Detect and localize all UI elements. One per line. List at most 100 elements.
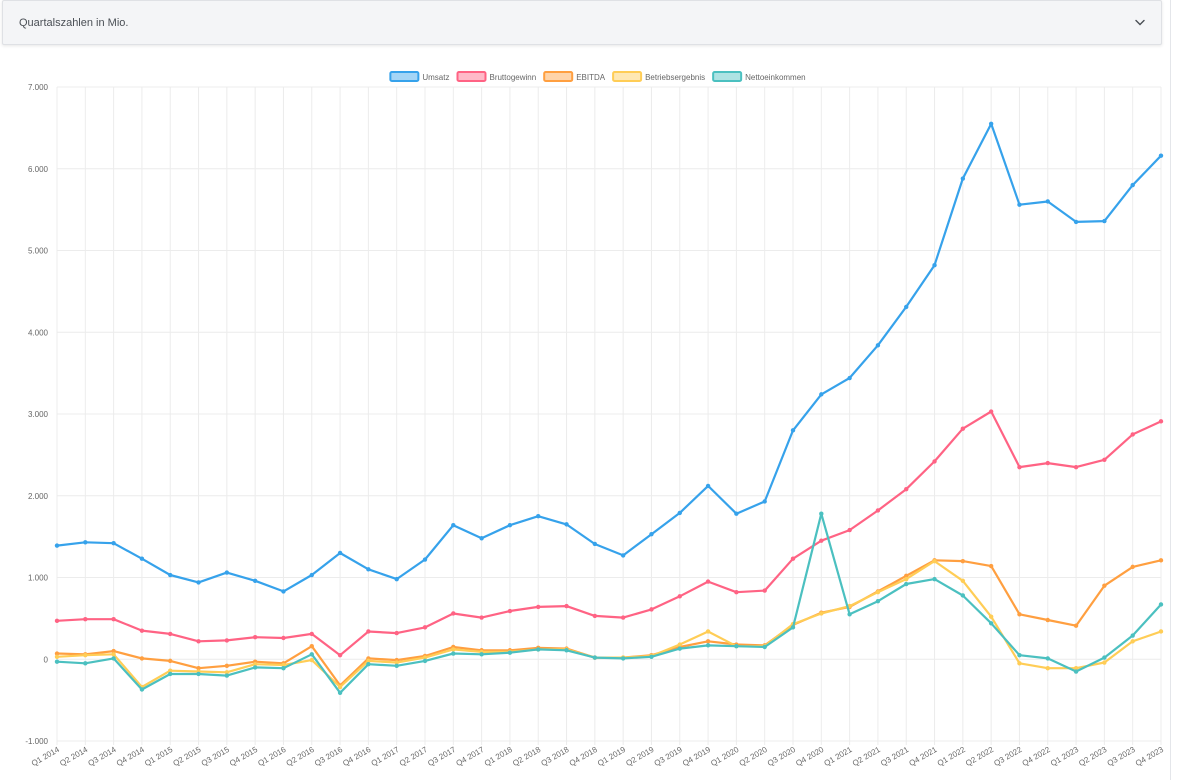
data-point[interactable] [1102, 660, 1107, 665]
data-point[interactable] [366, 661, 371, 667]
data-point[interactable] [1158, 419, 1164, 424]
data-point[interactable] [507, 608, 513, 614]
chevron-down-icon[interactable] [1133, 16, 1147, 30]
data-point[interactable] [960, 578, 966, 583]
data-point[interactable] [1158, 558, 1164, 563]
data-point[interactable] [111, 616, 116, 622]
data-point[interactable] [790, 556, 796, 561]
data-point[interactable] [734, 511, 739, 516]
legend-item-bruttogewinn[interactable]: Bruttogewinn [456, 71, 536, 82]
data-point[interactable] [1073, 623, 1079, 628]
data-point[interactable] [196, 639, 201, 644]
data-point[interactable] [507, 522, 513, 528]
data-point[interactable] [83, 616, 88, 622]
data-point[interactable] [847, 527, 852, 533]
data-point[interactable] [1045, 460, 1050, 466]
data-point[interactable] [1045, 617, 1050, 623]
data-point[interactable] [988, 121, 994, 126]
data-point[interactable] [1017, 464, 1022, 470]
data-point[interactable] [677, 594, 682, 599]
data-point[interactable] [1158, 602, 1164, 607]
data-point[interactable] [1073, 219, 1079, 225]
data-point[interactable] [337, 550, 343, 556]
data-point[interactable] [394, 663, 399, 668]
data-point[interactable] [620, 615, 626, 620]
data-point[interactable] [790, 428, 796, 433]
data-point[interactable] [54, 618, 60, 624]
data-point[interactable] [281, 666, 286, 671]
data-point[interactable] [1045, 656, 1050, 661]
data-point[interactable] [224, 670, 230, 675]
data-point[interactable] [451, 647, 456, 652]
data-point[interactable] [649, 607, 654, 612]
data-point[interactable] [904, 487, 909, 492]
data-point[interactable] [904, 304, 909, 310]
legend-item-betriebsergebnis[interactable]: Betriebsergebnis [612, 71, 705, 82]
data-point[interactable] [904, 576, 909, 582]
legend-item-nettoeinkommen[interactable]: Nettoeinkommen [712, 71, 806, 82]
data-point[interactable] [252, 665, 258, 670]
data-point[interactable] [252, 634, 258, 640]
data-point[interactable] [536, 513, 541, 519]
data-point[interactable] [54, 543, 60, 548]
data-point[interactable] [875, 343, 881, 348]
data-point[interactable] [422, 658, 428, 664]
data-point[interactable] [366, 658, 371, 664]
data-point[interactable] [875, 599, 881, 604]
data-point[interactable] [168, 658, 173, 664]
data-point[interactable] [111, 652, 116, 657]
data-point[interactable] [111, 656, 116, 661]
data-point[interactable] [734, 643, 739, 649]
data-point[interactable] [847, 612, 852, 617]
data-point[interactable] [309, 652, 314, 657]
data-point[interactable] [819, 611, 824, 616]
data-point[interactable] [819, 392, 824, 397]
data-point[interactable] [988, 614, 994, 619]
data-point[interactable] [1102, 655, 1107, 660]
data-point[interactable] [564, 603, 569, 609]
data-point[interactable] [649, 654, 654, 659]
data-point[interactable] [1130, 432, 1135, 437]
data-point[interactable] [168, 572, 173, 578]
data-point[interactable] [1017, 661, 1022, 666]
data-point[interactable] [1102, 457, 1107, 462]
data-point[interactable] [337, 690, 343, 695]
data-point[interactable] [1102, 218, 1107, 224]
data-point[interactable] [1158, 629, 1164, 634]
data-point[interactable] [139, 556, 145, 561]
data-point[interactable] [309, 643, 314, 649]
data-point[interactable] [252, 578, 258, 583]
data-point[interactable] [1130, 182, 1135, 188]
data-point[interactable] [620, 656, 626, 661]
data-point[interactable] [168, 671, 173, 677]
data-point[interactable] [649, 531, 654, 537]
data-point[interactable] [309, 631, 314, 637]
data-point[interactable] [366, 629, 371, 634]
data-point[interactable] [309, 657, 314, 663]
data-point[interactable] [677, 642, 682, 647]
data-point[interactable] [819, 511, 824, 516]
data-point[interactable] [932, 576, 937, 582]
data-point[interactable] [83, 661, 88, 666]
data-point[interactable] [960, 558, 966, 564]
data-point[interactable] [422, 655, 428, 660]
data-point[interactable] [988, 409, 994, 414]
scrollbar-track[interactable] [1170, 0, 1171, 780]
data-point[interactable] [536, 647, 541, 652]
data-point[interactable] [281, 662, 286, 668]
data-point[interactable] [366, 567, 371, 572]
data-point[interactable] [1130, 564, 1135, 570]
data-point[interactable] [1130, 639, 1135, 644]
data-point[interactable] [422, 557, 428, 562]
data-point[interactable] [762, 588, 767, 593]
data-point[interactable] [139, 628, 145, 633]
data-point[interactable] [196, 666, 201, 671]
data-point[interactable] [139, 687, 145, 692]
data-point[interactable] [168, 668, 173, 673]
data-point[interactable] [932, 558, 937, 564]
data-point[interactable] [1045, 199, 1050, 204]
data-point[interactable] [1017, 202, 1022, 207]
data-point[interactable] [111, 648, 116, 654]
data-point[interactable] [536, 604, 541, 610]
data-point[interactable] [224, 673, 230, 678]
